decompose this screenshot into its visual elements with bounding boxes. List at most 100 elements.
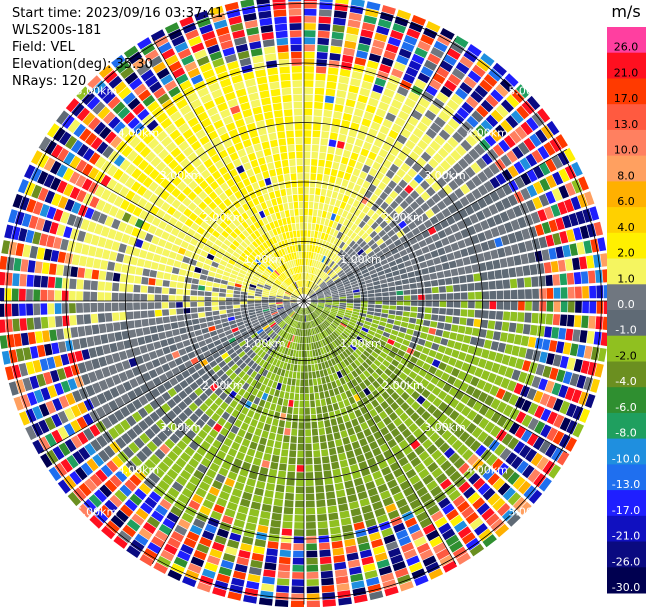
velocity-gate [77, 431, 89, 445]
velocity-gate [273, 220, 279, 228]
velocity-gate [108, 75, 123, 89]
velocity-gate [269, 246, 275, 254]
velocity-gate [346, 381, 354, 390]
velocity-gate [285, 290, 292, 295]
velocity-gate [321, 284, 328, 290]
velocity-gate [416, 121, 428, 133]
velocity-gate [549, 138, 562, 153]
velocity-gate [353, 292, 361, 296]
velocity-gate [411, 390, 421, 400]
velocity-gate [376, 343, 384, 351]
velocity-gate [492, 331, 501, 341]
velocity-gate [545, 174, 557, 189]
velocity-gate [539, 351, 548, 364]
velocity-gate [90, 234, 100, 246]
velocity-gate [179, 423, 190, 434]
velocity-gate [91, 358, 101, 370]
velocity-gate [276, 304, 283, 307]
velocity-gate [499, 332, 508, 342]
velocity-gate [308, 201, 314, 209]
velocity-gate [494, 352, 504, 363]
velocity-gate [1, 350, 11, 365]
velocity-gate [162, 280, 170, 287]
velocity-gate [116, 384, 126, 395]
velocity-gate [404, 122, 415, 133]
velocity-gate [304, 87, 314, 95]
velocity-gate [526, 433, 539, 447]
velocity-gate [258, 375, 266, 384]
velocity-gate [247, 327, 255, 333]
velocity-gate [48, 316, 56, 328]
velocity-gate [169, 308, 177, 316]
velocity-gate [111, 54, 126, 68]
velocity-gate [310, 173, 317, 181]
velocity-gate [295, 289, 301, 296]
velocity-gate [259, 134, 269, 143]
velocity-gate [317, 304, 325, 308]
velocity-gate [197, 296, 205, 301]
velocity-gate [316, 66, 327, 74]
velocity-gate [248, 289, 255, 294]
velocity-gate [227, 285, 234, 290]
velocity-gate [357, 229, 366, 237]
velocity-gate [92, 80, 107, 94]
velocity-gate [452, 112, 465, 125]
velocity-gate [310, 297, 318, 300]
velocity-gate [6, 334, 15, 348]
velocity-gate [293, 291, 299, 297]
velocity-gate [370, 273, 378, 279]
velocity-gate [218, 212, 227, 221]
velocity-gate [168, 60, 182, 73]
velocity-gate [419, 422, 430, 433]
velocity-gate [308, 281, 312, 288]
velocity-gate [343, 47, 355, 57]
velocity-gate [564, 182, 576, 197]
velocity-gate [344, 285, 352, 290]
velocity-gate [371, 351, 379, 359]
velocity-gate [175, 253, 184, 262]
velocity-gate [319, 549, 331, 557]
velocity-gate [315, 277, 321, 284]
velocity-gate [447, 375, 457, 385]
velocity-gate [432, 72, 446, 85]
velocity-gate [250, 206, 258, 215]
velocity-gate [521, 414, 533, 428]
velocity-gate [108, 150, 120, 163]
velocity-gate [595, 269, 603, 283]
velocity-gate [110, 515, 125, 529]
velocity-gate [316, 406, 322, 414]
velocity-gate [240, 298, 247, 301]
velocity-gate [545, 190, 556, 204]
velocity-gate [218, 360, 227, 368]
velocity-gate [137, 127, 150, 140]
velocity-gate [200, 322, 208, 329]
velocity-gate [252, 182, 260, 191]
velocity-gate [325, 88, 336, 97]
velocity-gate [223, 198, 232, 207]
velocity-gate [335, 394, 343, 402]
velocity-gate [143, 201, 154, 212]
velocity-gate [494, 443, 506, 457]
velocity-gate [138, 527, 153, 540]
velocity-gate [324, 390, 330, 398]
velocity-gate [95, 469, 108, 483]
velocity-gate [227, 431, 236, 441]
velocity-gate [539, 440, 551, 454]
velocity-gate [195, 129, 206, 140]
velocity-gate [249, 224, 257, 232]
velocity-gate [249, 284, 257, 289]
velocity-gate [319, 254, 324, 262]
velocity-gate [308, 306, 314, 312]
velocity-gate [357, 318, 365, 324]
velocity-gate [475, 301, 482, 309]
velocity-gate [184, 61, 198, 72]
velocity-gate [293, 267, 297, 274]
velocity-gate [564, 258, 573, 271]
velocity-gate [46, 356, 56, 370]
velocity-gate [335, 257, 342, 264]
velocity-gate [317, 44, 329, 53]
velocity-gate [200, 345, 209, 353]
velocity-gate [436, 271, 445, 279]
velocity-gate [132, 247, 141, 257]
velocity-gate [422, 523, 436, 535]
